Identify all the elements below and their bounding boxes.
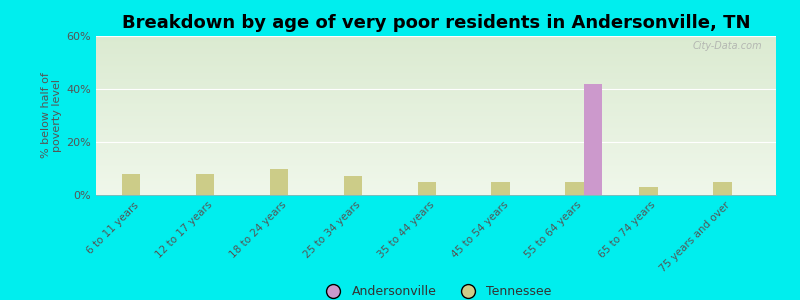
Bar bbox=[418, 182, 436, 195]
Bar bbox=[566, 182, 584, 195]
Legend: Andersonville, Tennessee: Andersonville, Tennessee bbox=[315, 280, 557, 300]
Bar bbox=[584, 84, 602, 195]
Bar bbox=[196, 174, 214, 195]
Text: City-Data.com: City-Data.com bbox=[693, 41, 762, 51]
Bar bbox=[639, 187, 658, 195]
Y-axis label: % below half of
poverty level: % below half of poverty level bbox=[41, 73, 62, 158]
Bar bbox=[344, 176, 362, 195]
Bar bbox=[713, 182, 732, 195]
Title: Breakdown by age of very poor residents in Andersonville, TN: Breakdown by age of very poor residents … bbox=[122, 14, 750, 32]
Bar bbox=[270, 169, 288, 195]
Bar bbox=[122, 174, 140, 195]
Bar bbox=[491, 182, 510, 195]
